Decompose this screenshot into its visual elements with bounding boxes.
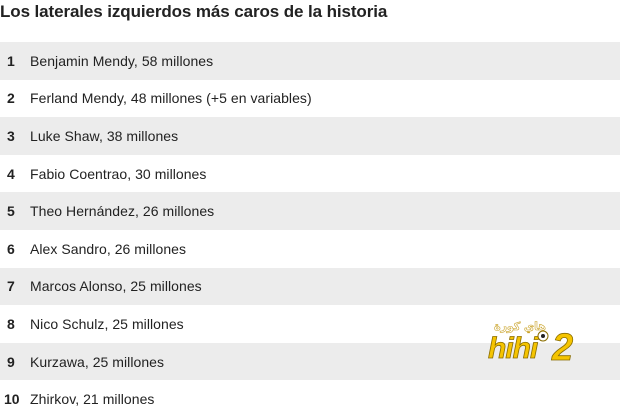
player-entry: Benjamin Mendy, 58 millones (30, 52, 214, 69)
player-entry: Nico Schulz, 25 millones (30, 315, 184, 332)
rank-number: 2 (7, 90, 15, 107)
list-item: 6 Alex Sandro, 26 millones (0, 230, 620, 268)
rank-number: 9 (7, 353, 15, 370)
player-entry: Zhirkov, 21 millones (30, 391, 155, 408)
list-item: 2 Ferland Mendy, 48 millones (+5 en vari… (0, 80, 620, 118)
player-entry: Theo Hernández, 26 millones (30, 203, 215, 220)
list-item: 8 Nico Schulz, 25 millones (0, 305, 620, 343)
rank-number: 7 (7, 278, 15, 295)
rank-number: 1 (7, 52, 15, 69)
ranking-list: 1 Benjamin Mendy, 58 millones 2 Ferland … (0, 42, 620, 410)
list-item: 3 Luke Shaw, 38 millones (0, 117, 620, 155)
list-item: 5 Theo Hernández, 26 millones (0, 192, 620, 230)
player-entry: Marcos Alonso, 25 millones (30, 278, 202, 295)
list-item: 10 Zhirkov, 21 millones (0, 380, 620, 410)
list-item: 1 Benjamin Mendy, 58 millones (0, 42, 620, 80)
rank-number: 3 (7, 127, 15, 144)
page-title: Los laterales izquierdos más caros de la… (0, 2, 388, 21)
player-entry: Ferland Mendy, 48 millones (+5 en variab… (30, 90, 312, 107)
rank-number: 5 (7, 203, 15, 220)
player-entry: Fabio Coentrao, 30 millones (30, 165, 207, 182)
list-item: 9 Kurzawa, 25 millones (0, 342, 620, 381)
rank-number: 8 (7, 315, 15, 332)
rank-number: 10 (4, 391, 20, 408)
list-item: 4 Fabio Coentrao, 30 millones (0, 155, 620, 193)
player-entry: Kurzawa, 25 millones (30, 353, 165, 370)
player-entry: Luke Shaw, 38 millones (30, 127, 179, 144)
player-entry: Alex Sandro, 26 millones (30, 240, 187, 257)
list-item: 7 Marcos Alonso, 25 millones (0, 267, 620, 306)
rank-number: 6 (7, 240, 15, 257)
rank-number: 4 (7, 165, 15, 182)
